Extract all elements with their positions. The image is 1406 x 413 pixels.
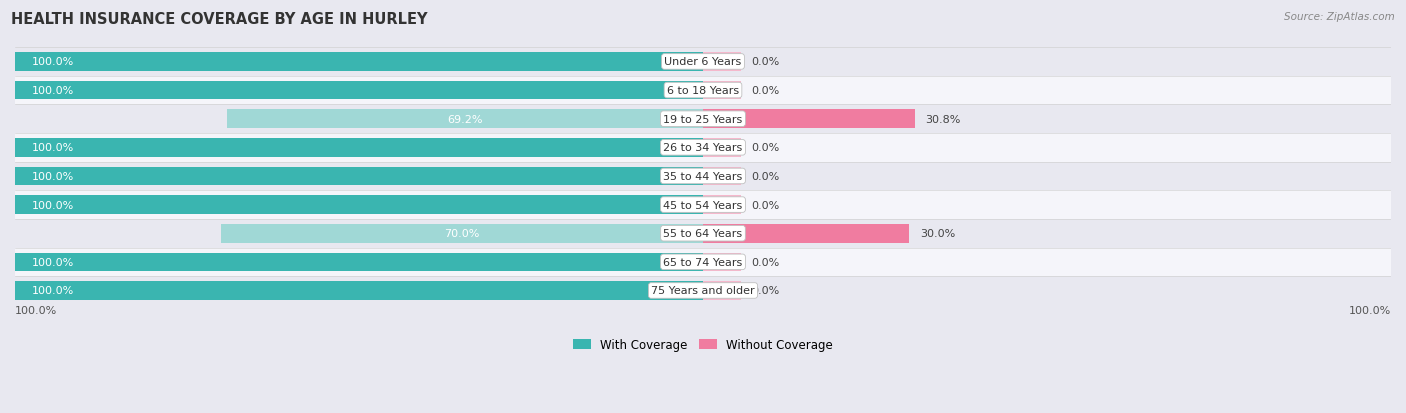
Text: 30.0%: 30.0%: [920, 229, 955, 239]
Text: 100.0%: 100.0%: [32, 57, 75, 67]
Text: 100.0%: 100.0%: [32, 257, 75, 267]
Bar: [15, 219, 1391, 248]
Bar: [15, 276, 1391, 305]
Text: 35 to 44 Years: 35 to 44 Years: [664, 171, 742, 182]
Text: 100.0%: 100.0%: [32, 143, 75, 153]
Bar: [15, 191, 1391, 219]
Bar: [703, 224, 910, 243]
Bar: [15, 81, 703, 100]
Bar: [15, 162, 1391, 191]
Text: 0.0%: 0.0%: [751, 286, 779, 296]
Text: 65 to 74 Years: 65 to 74 Years: [664, 257, 742, 267]
Bar: [703, 196, 741, 214]
Bar: [15, 53, 703, 71]
Text: 55 to 64 Years: 55 to 64 Years: [664, 229, 742, 239]
Text: HEALTH INSURANCE COVERAGE BY AGE IN HURLEY: HEALTH INSURANCE COVERAGE BY AGE IN HURL…: [11, 12, 427, 27]
Bar: [15, 76, 1391, 105]
Text: 0.0%: 0.0%: [751, 171, 779, 182]
Bar: [703, 81, 741, 100]
Bar: [703, 167, 741, 186]
Bar: [703, 53, 741, 71]
Text: 100.0%: 100.0%: [32, 286, 75, 296]
Bar: [15, 139, 703, 157]
Bar: [15, 134, 1391, 162]
Bar: [15, 282, 703, 300]
Bar: [15, 196, 703, 214]
Bar: [15, 105, 1391, 134]
Text: 100.0%: 100.0%: [32, 86, 75, 96]
Bar: [703, 282, 741, 300]
Text: 0.0%: 0.0%: [751, 143, 779, 153]
Text: 45 to 54 Years: 45 to 54 Years: [664, 200, 742, 210]
Text: 0.0%: 0.0%: [751, 57, 779, 67]
Text: 100.0%: 100.0%: [1348, 306, 1391, 316]
Text: 0.0%: 0.0%: [751, 200, 779, 210]
Text: 100.0%: 100.0%: [15, 306, 58, 316]
Bar: [226, 110, 703, 129]
Legend: With Coverage, Without Coverage: With Coverage, Without Coverage: [568, 333, 838, 356]
Bar: [703, 110, 915, 129]
Bar: [15, 48, 1391, 76]
Text: 0.0%: 0.0%: [751, 86, 779, 96]
Text: 100.0%: 100.0%: [32, 171, 75, 182]
Text: 0.0%: 0.0%: [751, 257, 779, 267]
Bar: [15, 253, 703, 271]
Text: Under 6 Years: Under 6 Years: [665, 57, 741, 67]
Bar: [15, 248, 1391, 276]
Text: 26 to 34 Years: 26 to 34 Years: [664, 143, 742, 153]
Text: 19 to 25 Years: 19 to 25 Years: [664, 114, 742, 124]
Bar: [15, 167, 703, 186]
Text: 69.2%: 69.2%: [447, 114, 482, 124]
Bar: [703, 253, 741, 271]
Text: 6 to 18 Years: 6 to 18 Years: [666, 86, 740, 96]
Text: 75 Years and older: 75 Years and older: [651, 286, 755, 296]
Bar: [703, 139, 741, 157]
Bar: [221, 224, 703, 243]
Text: Source: ZipAtlas.com: Source: ZipAtlas.com: [1284, 12, 1395, 22]
Text: 100.0%: 100.0%: [32, 200, 75, 210]
Text: 30.8%: 30.8%: [925, 114, 960, 124]
Text: 70.0%: 70.0%: [444, 229, 479, 239]
